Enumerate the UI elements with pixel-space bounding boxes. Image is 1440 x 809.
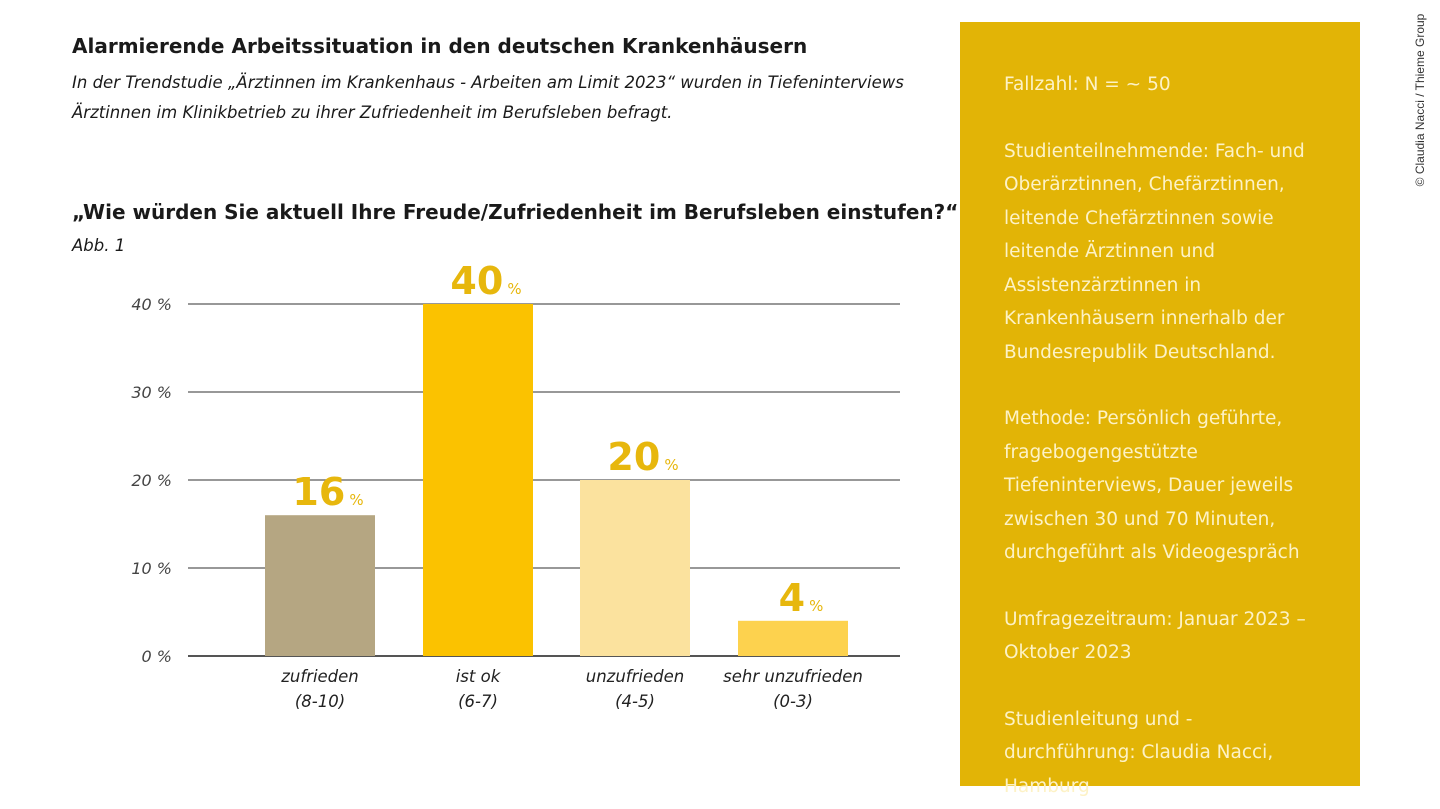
- data-label: 4%: [779, 576, 824, 620]
- bar: [580, 480, 690, 656]
- page-title: Alarmierende Arbeitssituation in den deu…: [72, 34, 808, 58]
- panel-paragraph: Studienteilnehmende: Fach- und Oberärzti…: [1004, 140, 1305, 363]
- chart-title: „Wie würden Sie aktuell Ihre Freude/Zufr…: [72, 200, 959, 224]
- y-tick-label: 40 %: [131, 295, 172, 314]
- page-subtitle: In der Trendstudie „Ärztinnen im Kranken…: [72, 73, 904, 122]
- panel-paragraph: Studienleitung und -durchführung: Claudi…: [1004, 708, 1274, 797]
- x-tick-label: (4-5): [615, 692, 655, 711]
- x-tick-label: unzufrieden: [586, 667, 684, 686]
- y-tick-label: 30 %: [131, 383, 172, 402]
- x-tick-label: (6-7): [458, 692, 498, 711]
- panel-paragraph: Umfragezeitraum: Januar 2023 – Oktober 2…: [1004, 608, 1306, 664]
- bar: [738, 620, 848, 656]
- y-tick-label: 0 %: [142, 647, 172, 666]
- data-label: 20%: [607, 435, 678, 479]
- study-info-panel: Fallzahl: N = ~ 50 Studienteilnehmende: …: [960, 22, 1360, 797]
- data-label: 16%: [292, 470, 363, 514]
- x-tick-label: ist ok: [456, 667, 502, 686]
- y-tick-label: 10 %: [131, 559, 172, 578]
- panel-paragraph: Fallzahl: N = ~ 50: [1004, 74, 1171, 95]
- panel-paragraph: Methode: Persönlich geführte, fragebogen…: [1004, 408, 1300, 563]
- x-tick-label: zufrieden: [280, 667, 359, 686]
- figure-label: Abb. 1: [72, 236, 126, 255]
- x-tick-label: (0-3): [773, 692, 813, 711]
- bar: [423, 304, 533, 656]
- bar-chart: 0 % 10 % 20 % 30 % 40 % 16 % zufrieden (8-10) 40%…: [131, 259, 900, 711]
- x-tick-label: sehr unzufrieden: [723, 667, 863, 686]
- bar: [265, 515, 375, 656]
- data-label: 40%: [450, 259, 521, 303]
- x-tick-label: (8-10): [295, 692, 345, 711]
- copyright-credit: © Claudia Nacci / Thieme Group: [1413, 13, 1427, 187]
- y-tick-label: 20 %: [131, 471, 172, 490]
